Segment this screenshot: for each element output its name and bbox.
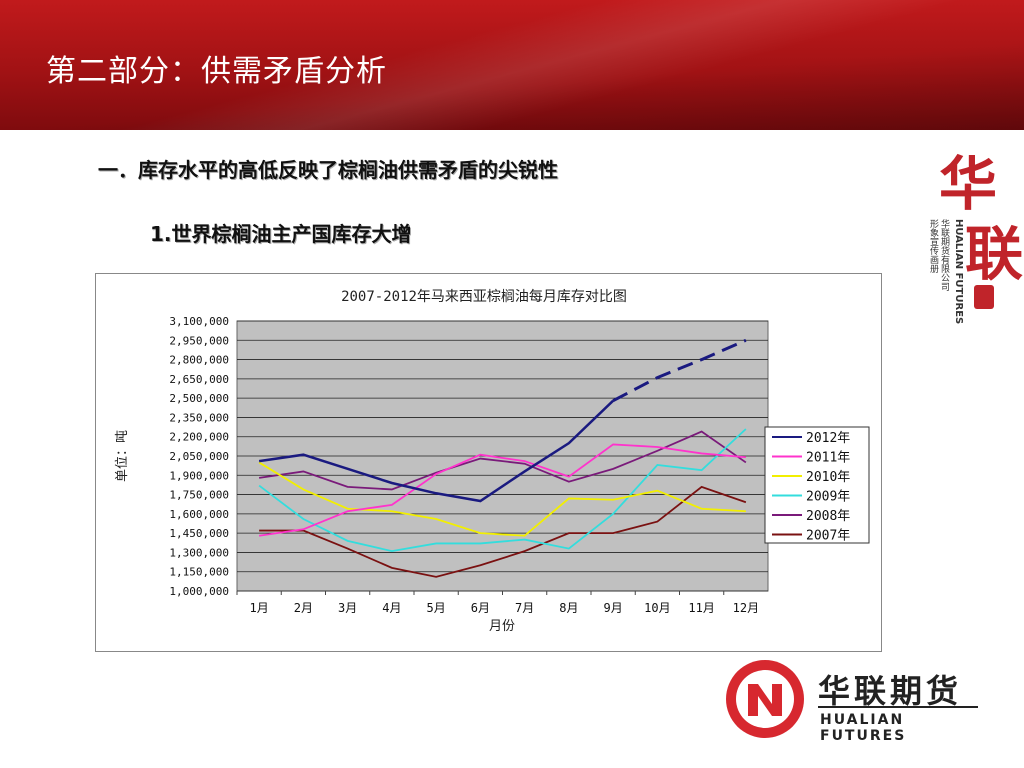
side-logo-cn-1: 华联期货有限公司 [939, 219, 949, 291]
side-logo-cn-2: 形象宣传画册 [928, 219, 938, 273]
series-line [258, 399, 614, 503]
brand-n-icon [748, 684, 782, 716]
y-tick-label: 2,200,000 [169, 431, 229, 444]
y-tick-label: 1,750,000 [169, 489, 229, 502]
side-brand-logo: 华 联 HUALIAN FUTURES 华联期货有限公司 形象宣传画册 [925, 135, 1024, 335]
y-tick-label: 2,350,000 [169, 411, 229, 424]
seal-stamp-icon [974, 285, 994, 309]
series-line-dashed [612, 338, 747, 403]
y-tick-label: 1,450,000 [169, 527, 229, 540]
legend-entry: 2011年 [806, 451, 850, 466]
chart-container: 2007-2012年马来西亚棕榈油每月库存对比图 1,000,000 1,150,… [95, 273, 882, 652]
section-heading: 一．库存水平的高低反映了棕榈油供需矛盾的尖锐性 [98, 158, 558, 182]
y-tick-label: 2,800,000 [169, 354, 229, 367]
brand-char-lian: 联 [965, 220, 1024, 288]
y-axis-ticks: 1,000,000 1,150,000 1,300,000 1,450,000 1,60… [169, 315, 229, 598]
x-tick-label: 6月 [471, 601, 490, 615]
y-tick-label: 1,300,000 [169, 546, 229, 559]
y-tick-label: 2,950,000 [169, 334, 229, 347]
side-logo-en: HUALIAN FUTURES [953, 219, 964, 325]
y-tick-label: 1,900,000 [169, 469, 229, 482]
legend-box [764, 426, 870, 544]
x-tick-label: 2月 [294, 601, 313, 615]
x-axis-ticks: 1月 2月 3月 4月 5月 6月 7月 8月 9月 10月 11月 12月 [236, 591, 759, 615]
brand-circle-icon [726, 660, 804, 738]
y-tick-label: 1,000,000 [169, 585, 229, 598]
brand-char-hua: 华 [939, 150, 998, 218]
chart-title: 2007-2012年马来西亚棕榈油每月库存对比图 [341, 289, 627, 305]
legend-entry: 2008年 [806, 509, 850, 524]
brand-name-cn: 华联期货 [818, 672, 963, 710]
series-line [259, 485, 747, 578]
y-tick-label: 3,100,000 [169, 315, 229, 328]
header-banner: 第二部分：供需矛盾分析 [0, 0, 1024, 130]
brand-name-en: HUALIAN FUTURES [820, 712, 907, 744]
header-gloss [0, 0, 1024, 130]
x-tick-label: 5月 [427, 601, 446, 615]
bottom-brand-logo: 华联期货 HUALIAN FUTURES [726, 660, 986, 744]
y-tick-label: 2,050,000 [169, 450, 229, 463]
x-tick-label: 9月 [604, 601, 623, 615]
legend-entry: 2007年 [806, 529, 850, 544]
x-tick-label: 12月 [733, 601, 759, 615]
x-tick-label: 3月 [338, 601, 357, 615]
chart-legend: 2012年 2011年 2010年 2009年 2008年 2007年 [764, 426, 870, 544]
y-tick-label: 1,150,000 [169, 566, 229, 579]
y-axis-label: 单位：吨 [115, 430, 130, 482]
x-tick-label: 4月 [382, 601, 401, 615]
y-tick-label: 2,650,000 [169, 373, 229, 386]
x-tick-label: 10月 [644, 601, 670, 615]
legend-entry: 2009年 [806, 490, 850, 505]
x-tick-label: 1月 [250, 601, 269, 615]
page-title: 第二部分：供需矛盾分析 [46, 54, 387, 89]
series-line [258, 443, 746, 537]
x-tick-label: 7月 [515, 601, 534, 615]
legend-entry: 2010年 [806, 470, 850, 485]
y-tick-label: 1,600,000 [169, 508, 229, 521]
series-line [258, 461, 746, 537]
inventory-line-chart: 2007-2012年马来西亚棕榈油每月库存对比图 1,000,000 1,150,… [115, 289, 870, 634]
x-tick-label: 11月 [688, 601, 714, 615]
series-line [258, 428, 747, 553]
y-tick-label: 2,500,000 [169, 392, 229, 405]
x-axis-label: 月份 [489, 619, 515, 634]
brand-divider [818, 706, 978, 708]
series-lines [258, 338, 747, 578]
x-tick-label: 8月 [559, 601, 578, 615]
subsection-heading: 1.世界棕榈油主产国库存大增 [150, 222, 412, 246]
legend-entry: 2012年 [806, 431, 850, 446]
